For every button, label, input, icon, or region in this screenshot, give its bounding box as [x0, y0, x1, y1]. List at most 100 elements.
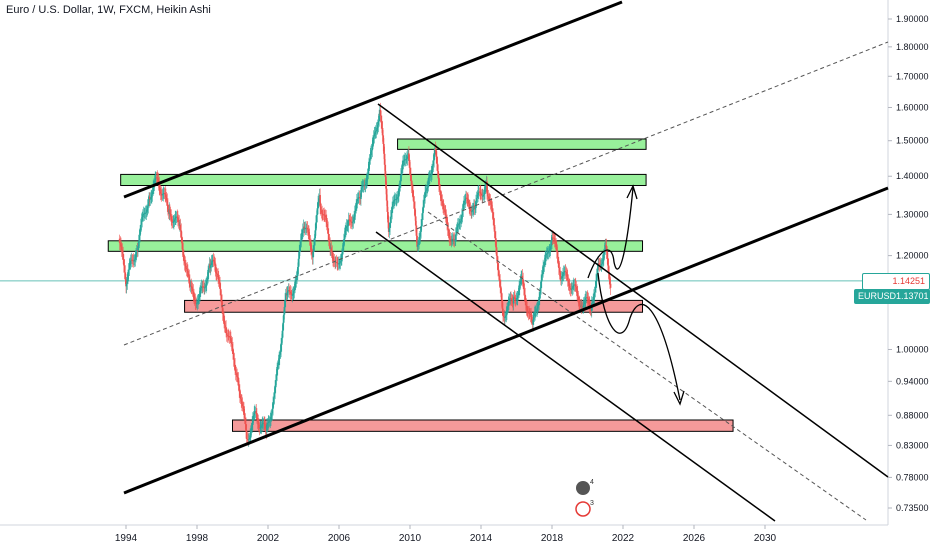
candle-body: [131, 259, 134, 261]
y-tick-label: 1.80000: [896, 42, 929, 52]
candle-body: [304, 228, 306, 230]
candle-body: [442, 203, 444, 207]
candle-body: [523, 283, 525, 290]
candle-body: [350, 221, 353, 223]
candle-body: [310, 244, 312, 250]
candle-body: [584, 297, 587, 300]
candle-body: [388, 227, 391, 232]
candle-body: [533, 313, 536, 316]
candle-body: [308, 231, 310, 236]
candle-body: [276, 365, 279, 370]
candle-body: [472, 207, 475, 210]
bullish-projection-path: [587, 187, 634, 279]
candle-body: [198, 294, 201, 299]
candle-body: [134, 257, 137, 260]
y-tick-label: 0.83000: [896, 440, 929, 450]
candle-body: [225, 327, 227, 334]
candle-body: [245, 424, 247, 432]
candle-body: [456, 225, 459, 228]
y-tick-label: 1.00000: [896, 344, 929, 354]
candle-body: [129, 260, 132, 263]
candle-body: [475, 201, 477, 206]
candle-body: [218, 279, 221, 284]
candle-body: [264, 423, 266, 426]
candle-body: [459, 222, 461, 224]
candle-body: [279, 350, 282, 355]
y-tick-label: 0.88000: [896, 410, 929, 420]
candle-body: [582, 304, 585, 307]
candle-body: [286, 290, 289, 293]
candle-body: [274, 387, 276, 393]
y-tick-label: 0.78000: [896, 472, 929, 482]
candle-body: [366, 178, 368, 182]
candle-body: [578, 300, 580, 304]
candle-body: [605, 244, 607, 246]
candle-body: [191, 288, 194, 292]
candle-body: [200, 286, 203, 289]
candle-body: [602, 258, 604, 262]
candle-body: [202, 286, 205, 288]
candle-body: [135, 249, 138, 255]
candle-body: [420, 219, 423, 227]
candle-body: [588, 300, 590, 304]
candle-body: [495, 247, 498, 256]
candle-body: [185, 267, 188, 270]
candle-body: [427, 178, 430, 187]
candle-body: [133, 260, 135, 262]
candle-body: [557, 256, 559, 263]
candle-body: [551, 237, 553, 243]
candle-body: [581, 307, 584, 308]
candle-body: [413, 201, 416, 209]
candle-body: [468, 203, 471, 207]
candle-body: [120, 244, 122, 247]
candle-body: [370, 150, 373, 153]
candle-body: [347, 219, 350, 226]
candle-body: [146, 206, 149, 210]
x-tick-label: 2010: [399, 533, 422, 544]
symbol-name: EURUSD: [858, 291, 897, 301]
candle-body: [397, 194, 400, 198]
candle-body: [551, 237, 554, 238]
candle-body: [462, 205, 465, 211]
candle-body: [217, 275, 219, 278]
candle-body: [383, 143, 385, 154]
candle-body: [205, 280, 208, 285]
candle-body: [180, 230, 183, 237]
support-zone: [397, 138, 647, 150]
candle-body: [308, 235, 311, 240]
candle-body: [424, 190, 427, 194]
candle-body: [541, 270, 544, 276]
candle-body: [375, 129, 378, 132]
candle-body: [592, 299, 594, 302]
candle-body: [463, 203, 465, 206]
candle-body: [219, 283, 221, 289]
candle-body: [500, 292, 503, 301]
candle-body: [249, 435, 251, 438]
candle-body: [137, 241, 140, 247]
candle-body: [605, 245, 608, 252]
candle-body: [484, 185, 487, 190]
candle-body: [297, 267, 299, 276]
candle-body: [149, 198, 152, 200]
candle-body: [177, 217, 179, 220]
candle-body: [500, 286, 502, 293]
candle-body: [216, 274, 219, 276]
candle-body: [374, 132, 376, 134]
candle-body: [351, 222, 353, 224]
candle-body: [358, 197, 361, 198]
dashed-midline: [123, 41, 889, 346]
y-tick-label: 1.60000: [896, 102, 929, 112]
candle-body: [423, 196, 426, 202]
candle-body: [268, 420, 271, 422]
candle-body: [576, 289, 578, 294]
candle-body: [576, 293, 579, 297]
candle-body: [524, 294, 526, 301]
last-price-label: 1.14251: [862, 273, 930, 290]
candle-body: [266, 424, 268, 433]
candle-body: [234, 369, 237, 374]
candle-body: [444, 210, 446, 213]
candle-body: [471, 211, 473, 213]
candle-body: [391, 207, 393, 212]
candle-body: [301, 232, 303, 237]
